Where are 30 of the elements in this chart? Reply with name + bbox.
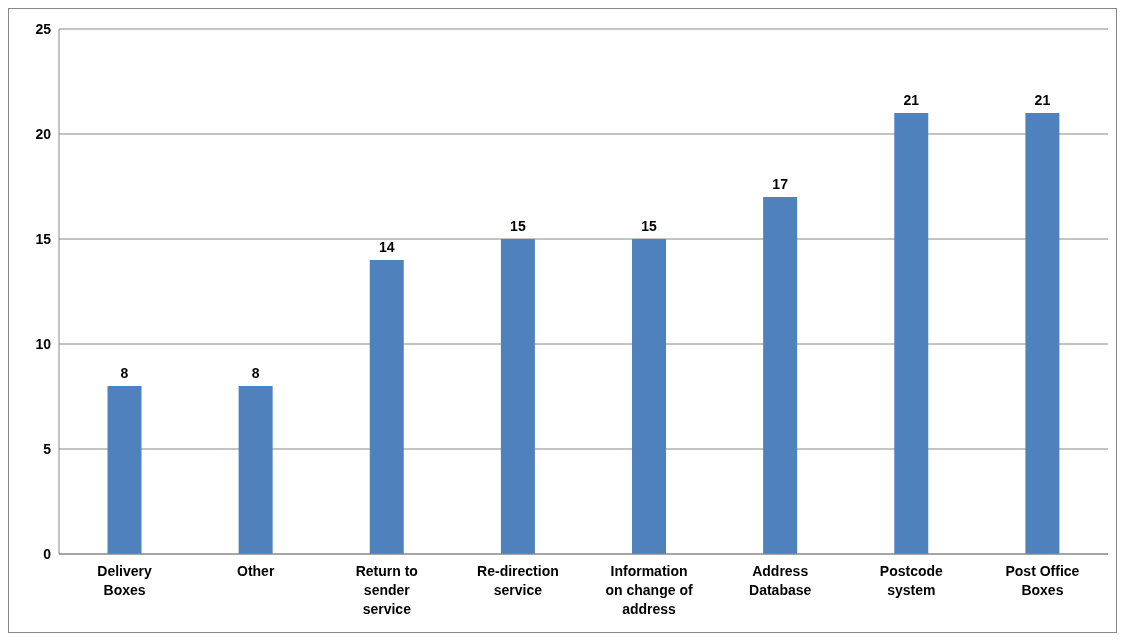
y-tick-label: 15 <box>35 230 52 247</box>
x-tick-label: Delivery Boxes <box>97 563 153 598</box>
data-label: 15 <box>641 218 658 234</box>
bar <box>1025 113 1060 554</box>
data-label: 8 <box>251 365 260 381</box>
y-tick-label: 25 <box>35 20 52 37</box>
bar <box>500 239 535 554</box>
bar <box>763 197 798 554</box>
bar <box>238 386 273 554</box>
bar <box>369 260 404 554</box>
y-tick-label: 10 <box>35 335 52 352</box>
x-tick-label: Post Office Boxes <box>1005 563 1080 598</box>
bar <box>107 386 142 554</box>
x-tick-label: Information on change of address <box>605 563 693 617</box>
data-label: 14 <box>378 239 395 255</box>
data-label: 15 <box>510 218 526 234</box>
data-label: 21 <box>1034 92 1051 108</box>
x-tick-label: Re-direction service <box>477 563 559 598</box>
bar <box>632 239 667 554</box>
x-tick-label: Postcode system <box>879 563 944 598</box>
x-tick-label: Other <box>237 563 275 579</box>
data-label: 8 <box>120 365 129 381</box>
y-tick-label: 5 <box>43 440 52 457</box>
x-tick-label: Return to sender service <box>355 563 418 617</box>
data-label: 17 <box>772 176 789 192</box>
x-tick-label: Address Database <box>749 563 812 598</box>
bar <box>894 113 929 554</box>
data-label: 21 <box>903 92 920 108</box>
y-tick-label: 0 <box>43 545 52 562</box>
y-tick-label: 20 <box>35 125 52 142</box>
